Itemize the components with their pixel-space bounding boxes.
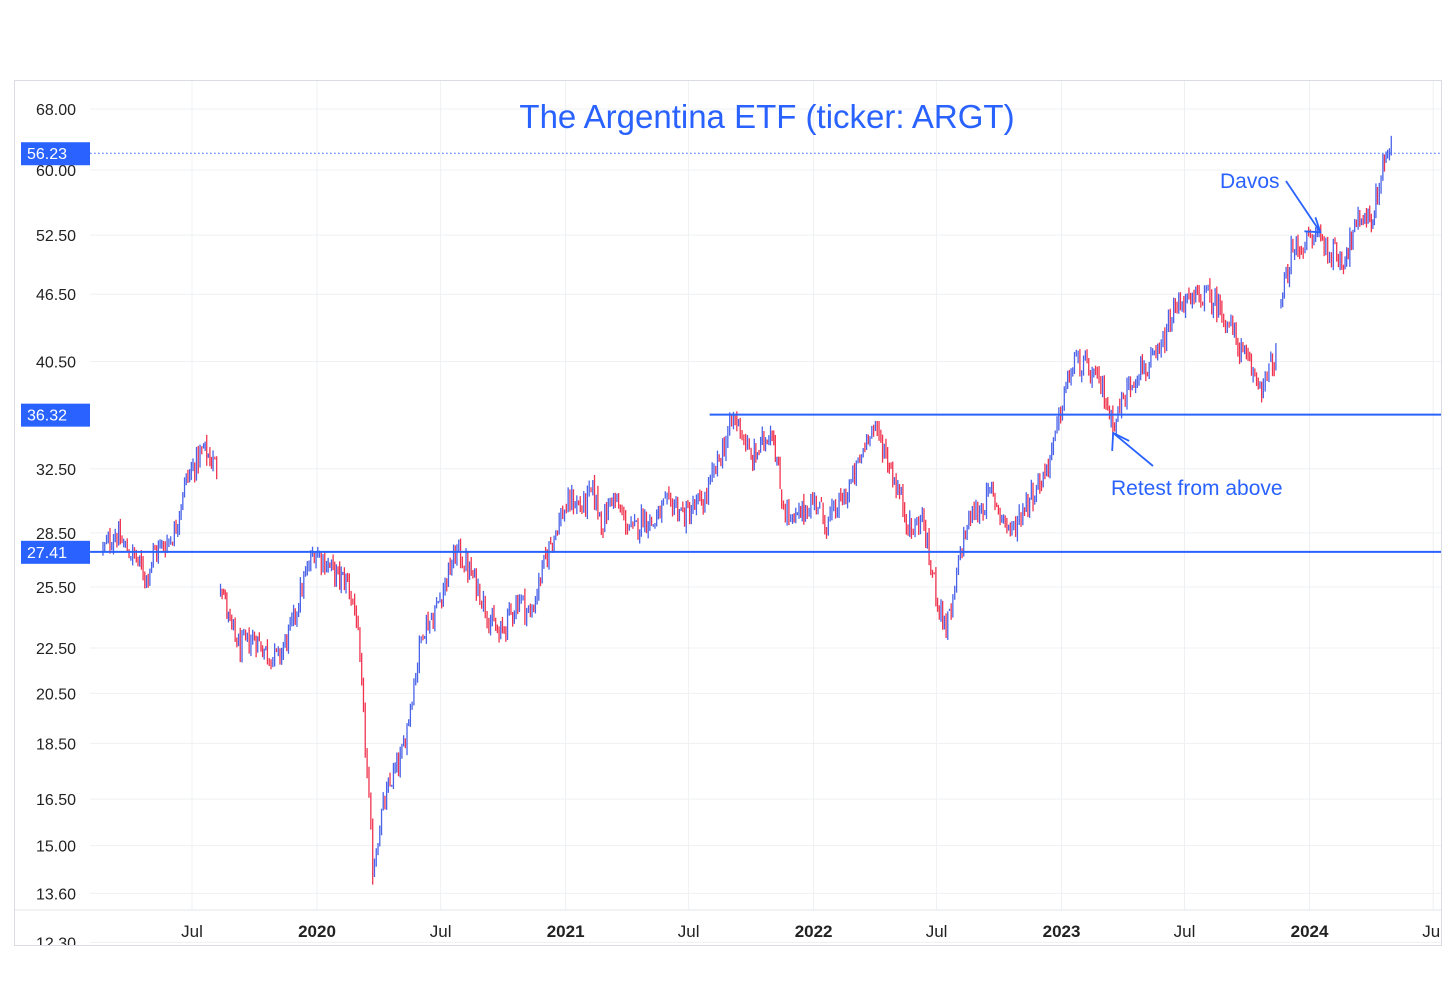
price-label-box <box>21 403 90 427</box>
davos-arrow-head <box>1304 217 1322 234</box>
y-tick-label: 16.50 <box>36 792 76 809</box>
x-tick-label: 2021 <box>547 922 585 941</box>
y-tick-label: 12.30 <box>36 935 76 945</box>
grid <box>90 81 1441 943</box>
price-label: 56.23 <box>27 146 67 163</box>
x-tick-label: Jul <box>1422 922 1441 941</box>
x-tick-label: Jul <box>678 922 700 941</box>
y-tick-label: 25.50 <box>36 580 76 597</box>
retest-annotation: Retest from above <box>1111 477 1283 500</box>
x-tick-label: 2022 <box>795 922 833 941</box>
x-axis: Jul 2020 Jul 2021 Jul 2022 Jul 2023 Jul 2024 Jul <box>15 909 1441 941</box>
y-axis: 68.00 60.00 52.50 46.50 40.50 32.50 28.50 25.50… <box>36 102 76 945</box>
y-tick-label: 20.50 <box>36 686 76 703</box>
davos-arrow <box>1285 180 1322 233</box>
y-tick-label: 15.00 <box>36 839 76 856</box>
y-tick-label: 13.60 <box>36 886 76 903</box>
x-tick-label: Jul <box>430 922 452 941</box>
y-tick-label: 68.00 <box>36 102 76 119</box>
x-tick-label: Jul <box>926 922 948 941</box>
annotations: Davos Retest from above <box>1111 170 1322 500</box>
retest-arrow-head <box>1111 431 1130 451</box>
retest-arrow <box>1112 432 1154 467</box>
price-label-box <box>21 142 90 166</box>
davos-annotation: Davos <box>1220 170 1280 193</box>
y-tick-label: 18.50 <box>36 736 76 753</box>
y-tick-label: 52.50 <box>36 228 76 245</box>
y-tick-label: 22.50 <box>36 641 76 658</box>
y-tick-label: 60.00 <box>36 163 76 180</box>
y-tick-label: 32.50 <box>36 462 76 479</box>
price-label-box <box>21 540 90 564</box>
price-chart: Jul 2020 Jul 2021 Jul 2022 Jul 2023 Jul 2024 Jul 6… <box>15 81 1441 945</box>
y-tick-label: 28.50 <box>36 526 76 543</box>
x-tick-label: 2024 <box>1291 922 1329 941</box>
x-tick-label: 2020 <box>298 922 336 941</box>
chart-frame: Jul 2020 Jul 2021 Jul 2022 Jul 2023 Jul 2024 Jul 6… <box>14 80 1442 946</box>
chart-title: The Argentina ETF (ticker: ARGT) <box>519 98 1014 135</box>
price-label: 36.32 <box>27 408 67 425</box>
y-tick-label: 46.50 <box>36 287 76 304</box>
x-tick-label: Jul <box>181 922 203 941</box>
price-label: 27.41 <box>27 545 67 562</box>
horizontal-lines: 36.32 27.41 56.23 <box>21 142 1441 564</box>
x-tick-label: 2023 <box>1043 922 1081 941</box>
x-tick-label: Jul <box>1174 922 1196 941</box>
candles <box>102 135 1392 885</box>
y-tick-label: 40.50 <box>36 355 76 372</box>
